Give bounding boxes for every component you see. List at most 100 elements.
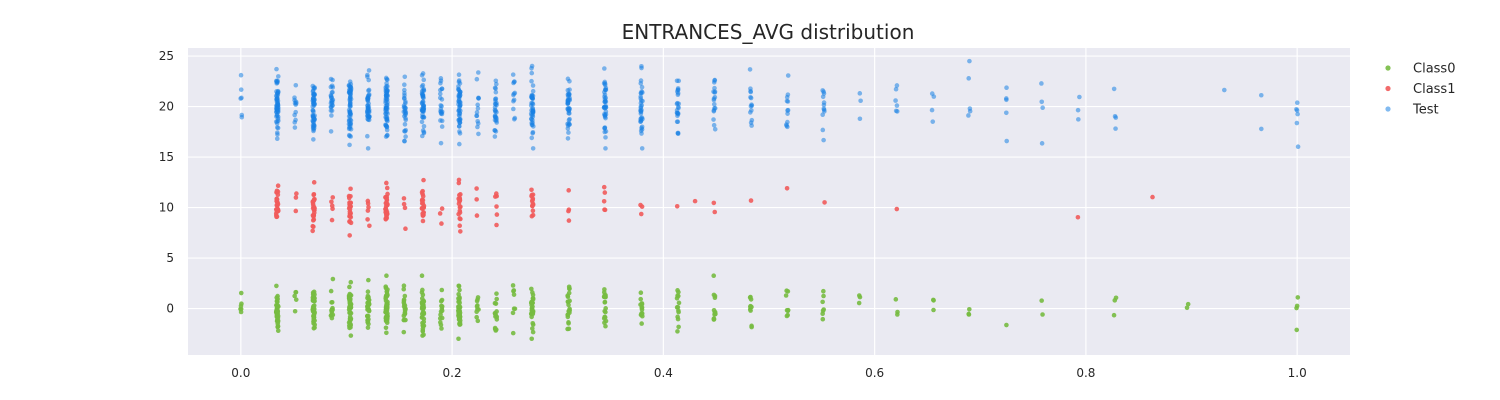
point-class1: [310, 228, 315, 234]
point-class0: [402, 293, 408, 299]
point-test: [330, 77, 335, 83]
point-class1: [421, 177, 426, 183]
x-axis-ticks: 0.0 0.2 0.4 0.6 0.8 1.0: [231, 366, 1306, 380]
point-test: [893, 98, 898, 103]
point-test: [384, 123, 390, 129]
point-test: [602, 104, 608, 110]
point-class0: [439, 304, 445, 309]
point-test: [347, 87, 352, 93]
point-test: [639, 146, 645, 151]
point-test: [274, 91, 280, 96]
point-test: [493, 78, 499, 84]
point-test: [638, 96, 644, 101]
point-class1: [293, 195, 299, 200]
point-test: [858, 98, 863, 104]
point-class0: [711, 316, 717, 322]
series-class0: [238, 273, 1301, 342]
point-class0: [749, 324, 754, 330]
point-class1: [638, 202, 643, 208]
point-test: [967, 58, 972, 64]
point-class0: [275, 321, 281, 326]
point-test: [476, 70, 481, 75]
point-class0: [675, 288, 680, 293]
point-test: [492, 104, 498, 110]
point-class0: [457, 287, 462, 293]
point-test: [402, 129, 408, 134]
point-class1: [712, 209, 718, 215]
point-test: [458, 108, 463, 114]
point-test: [674, 101, 680, 107]
y-tick-label: 0: [166, 302, 174, 316]
point-class0: [311, 325, 317, 331]
point-class0: [292, 308, 298, 314]
point-class0: [785, 289, 791, 294]
point-class0: [457, 322, 463, 327]
point-class1: [274, 189, 280, 195]
point-class0: [820, 299, 825, 305]
point-class1: [366, 204, 371, 210]
point-class1: [566, 188, 571, 193]
point-test: [1039, 81, 1044, 86]
point-class0: [330, 276, 336, 282]
point-test: [1076, 117, 1081, 122]
point-class1: [311, 191, 317, 197]
point-test: [1004, 97, 1009, 103]
point-test: [292, 125, 298, 130]
point-class0: [821, 307, 827, 312]
point-test: [437, 91, 443, 97]
point-test: [403, 134, 408, 139]
point-class1: [566, 208, 571, 214]
x-tick-label: 0.2: [443, 366, 462, 380]
point-class1: [383, 206, 388, 212]
x-tick-label: 0.8: [1076, 366, 1095, 380]
point-test: [565, 87, 571, 93]
point-class1: [474, 197, 479, 202]
point-class0: [494, 291, 499, 296]
point-test: [346, 113, 352, 119]
series-test: [238, 58, 1301, 151]
point-class1: [273, 207, 279, 212]
point-class0: [783, 293, 789, 298]
point-test: [402, 96, 407, 102]
point-class0: [403, 306, 408, 312]
point-class0: [347, 303, 353, 309]
point-test: [529, 116, 534, 122]
point-class1: [367, 223, 372, 229]
point-test: [475, 106, 481, 111]
point-class1: [346, 205, 352, 211]
point-class0: [603, 323, 608, 329]
point-class0: [420, 287, 425, 293]
point-test: [1004, 110, 1009, 116]
point-class1: [420, 218, 426, 224]
point-class0: [565, 293, 570, 298]
point-class0: [529, 336, 535, 342]
point-class0: [1185, 301, 1191, 307]
y-tick-label: 5: [166, 251, 174, 265]
point-class0: [329, 300, 334, 305]
point-class0: [293, 289, 299, 295]
point-test: [238, 72, 244, 78]
point-test: [1259, 126, 1264, 132]
legend-marker-test: [1385, 106, 1391, 112]
point-test: [784, 94, 790, 100]
x-tick-label: 0.0: [231, 366, 250, 380]
point-class0: [784, 307, 790, 313]
point-test: [711, 117, 716, 122]
point-test: [712, 127, 718, 132]
point-test: [365, 74, 370, 80]
point-test: [1004, 138, 1010, 144]
point-test: [329, 83, 335, 89]
point-class1: [329, 217, 335, 223]
point-test: [565, 107, 571, 112]
point-class1: [674, 204, 680, 209]
point-test: [365, 146, 371, 151]
point-class0: [348, 317, 354, 322]
point-class1: [494, 191, 499, 196]
point-class0: [238, 290, 244, 296]
point-test: [747, 67, 753, 72]
point-test: [821, 100, 827, 105]
point-class1: [384, 200, 389, 206]
point-class0: [292, 293, 297, 299]
point-test: [565, 126, 571, 131]
point-class0: [456, 336, 461, 342]
